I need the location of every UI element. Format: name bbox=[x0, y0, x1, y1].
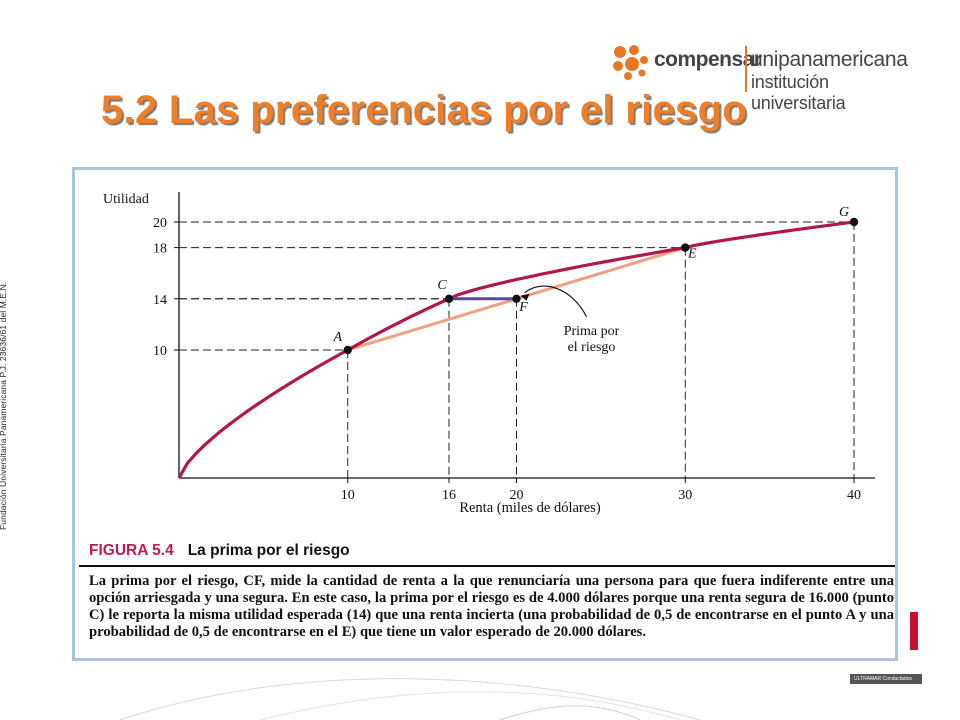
point-A bbox=[343, 345, 352, 355]
x-tick-label-20: 20 bbox=[510, 488, 524, 503]
point-E bbox=[681, 243, 690, 252]
annotation-line-2: el riesgo bbox=[568, 340, 616, 355]
annotation-line-1: Prima por bbox=[564, 324, 620, 339]
point-F bbox=[512, 294, 521, 303]
accent-bar bbox=[910, 612, 918, 650]
x-axis-label: Renta (miles de dólares) bbox=[459, 500, 600, 516]
figure-caption-head: FIGURA 5.4 La prima por el riesgo bbox=[89, 542, 350, 560]
utility-curve bbox=[177, 220, 855, 479]
compensar-logo: compensar unipanamericana institución un… bbox=[610, 42, 920, 113]
axes bbox=[174, 192, 875, 483]
point-label-F: F bbox=[518, 300, 528, 315]
logo-subtitle: institución universitaria bbox=[751, 72, 846, 113]
dashed-guides bbox=[179, 221, 855, 478]
footer-badge-text: ULTRAMAR Conductados bbox=[854, 676, 912, 682]
x-tick-label-16: 16 bbox=[442, 488, 456, 503]
x-tick-label-30: 30 bbox=[678, 488, 692, 503]
caption-divider bbox=[79, 565, 895, 567]
logo-name: unipanamericana bbox=[751, 48, 908, 71]
point-label-G: G bbox=[839, 205, 849, 220]
x-tick-label-10: 10 bbox=[341, 488, 355, 503]
figure-caption-text: La prima por el riesgo, CF, mide la cant… bbox=[89, 573, 894, 640]
point-label-E: E bbox=[687, 247, 697, 262]
tick-labels: Utilidad Renta (miles de dólares) 10 16 20 30… bbox=[103, 192, 861, 516]
point-label-C: C bbox=[437, 278, 447, 293]
legal-vertical-text: Fundación Universitaria Panamericana P.J… bbox=[0, 281, 8, 530]
slide-title: 5.2 Las preferencias por el riesgo bbox=[101, 88, 748, 132]
decorative-swoosh bbox=[119, 678, 701, 720]
logo-brand: compensar bbox=[654, 48, 762, 71]
point-C bbox=[444, 294, 454, 303]
y-axis-label: Utilidad bbox=[103, 192, 149, 207]
y-tick-label-20: 20 bbox=[153, 216, 167, 231]
footer-badge: ULTRAMAR Conductados bbox=[850, 674, 922, 684]
utility-chart: Utilidad Renta (miles de dólares) 10 16 20 30… bbox=[103, 192, 875, 516]
annotation-arrowhead bbox=[520, 293, 530, 301]
logo-separator bbox=[745, 46, 747, 92]
point-G bbox=[849, 217, 859, 227]
figure-panel: Utilidad Renta (miles de dólares) 10 16 20 30… bbox=[72, 167, 898, 661]
figure-label: FIGURA 5.4 bbox=[89, 542, 174, 559]
point-label-A: A bbox=[332, 330, 342, 345]
figure-caption-title: La prima por el riesgo bbox=[187, 542, 350, 559]
points bbox=[343, 217, 859, 355]
logo-dots-icon bbox=[613, 45, 648, 80]
x-tick-label-40: 40 bbox=[847, 488, 861, 503]
y-tick-label-14: 14 bbox=[153, 293, 167, 308]
y-tick-label-18: 18 bbox=[153, 242, 167, 257]
y-tick-label-10: 10 bbox=[153, 344, 167, 359]
annotation-arrow bbox=[524, 285, 587, 318]
